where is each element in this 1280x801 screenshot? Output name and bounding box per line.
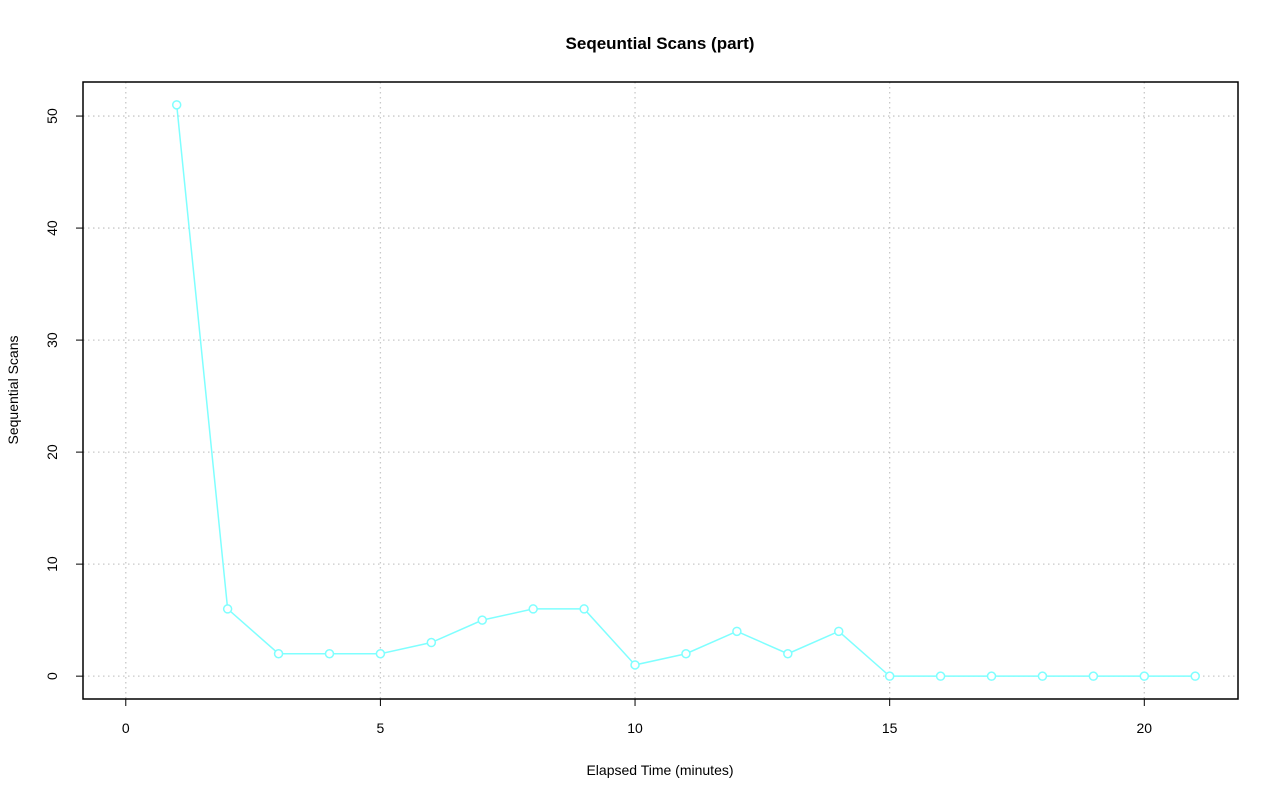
x-tick-label: 20 xyxy=(1137,720,1153,736)
y-tick-label: 10 xyxy=(44,556,60,572)
data-point xyxy=(579,604,589,614)
data-point xyxy=(630,660,640,670)
x-tick-label: 0 xyxy=(122,720,130,736)
y-tick-label: 40 xyxy=(44,220,60,236)
data-point xyxy=(273,648,284,659)
y-tick-label: 20 xyxy=(44,444,60,460)
data-point xyxy=(324,648,335,659)
data-point xyxy=(1037,671,1048,681)
data-point xyxy=(833,626,844,637)
chart-title: Seqeuntial Scans (part) xyxy=(566,34,755,53)
x-tick-label: 10 xyxy=(627,720,643,736)
x-tick-label: 15 xyxy=(882,720,898,736)
data-point xyxy=(171,100,182,110)
data-point xyxy=(375,648,386,659)
data-point xyxy=(1190,671,1200,681)
data-point xyxy=(986,671,997,681)
data-point xyxy=(884,671,895,681)
data-line xyxy=(175,104,1196,677)
data-point xyxy=(222,604,233,614)
data-point xyxy=(528,604,538,614)
data-point xyxy=(783,648,793,659)
data-point xyxy=(1088,671,1099,681)
data-point xyxy=(1139,671,1150,681)
y-tick-label: 30 xyxy=(44,332,60,348)
data-point xyxy=(935,671,946,681)
y-axis-label: Sequential Scans xyxy=(5,336,21,445)
data-point xyxy=(426,637,437,648)
plot-frame xyxy=(82,81,1239,700)
data-point xyxy=(732,626,742,637)
y-tick-label: 0 xyxy=(44,672,60,680)
y-tick-label: 50 xyxy=(44,108,60,124)
data-point xyxy=(681,648,691,659)
x-axis-label: Elapsed Time (minutes) xyxy=(586,762,733,778)
x-tick-label: 5 xyxy=(377,720,385,736)
data-point xyxy=(477,615,488,625)
